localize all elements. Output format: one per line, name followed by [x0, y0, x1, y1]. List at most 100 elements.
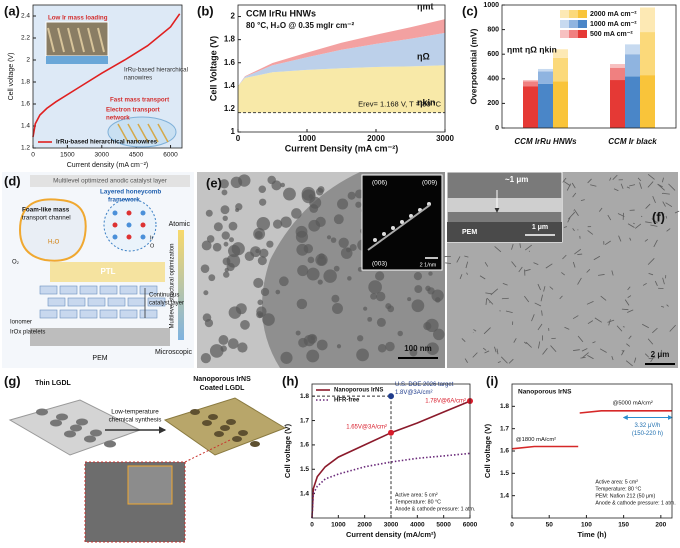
particle [355, 201, 362, 208]
panel-label: (f) [652, 209, 665, 224]
crack [525, 341, 532, 348]
diffraction-spot [391, 226, 395, 230]
panel-text: Layered honeycomb [100, 189, 161, 196]
annotation: Temperature: 80 °C [395, 499, 441, 505]
particle [200, 264, 210, 273]
coated-hole [190, 409, 200, 415]
crack [465, 261, 469, 269]
crack [628, 335, 632, 340]
y-tick-label: 1.6 [224, 58, 236, 67]
panel-text: Foam-like mass [22, 207, 70, 214]
particle [258, 185, 267, 194]
bar-segment [553, 49, 568, 58]
particle [295, 330, 301, 336]
annotation: Electron transport [106, 107, 160, 114]
y-tick-label: 800 [487, 26, 499, 33]
x-tick-label: 4000 [410, 522, 425, 529]
particle [257, 256, 267, 266]
iro-platelet [59, 285, 78, 295]
particle [306, 349, 320, 363]
crack [484, 262, 489, 267]
crack [577, 277, 582, 285]
inset-base [46, 56, 108, 64]
y-tick-label: 600 [487, 51, 499, 58]
legend-swatch [569, 10, 578, 18]
atom [140, 210, 146, 216]
nanowire [147, 123, 159, 143]
panel-d [2, 172, 194, 368]
particle [272, 219, 283, 229]
crack [568, 211, 576, 220]
annotation: (150-220 h) [632, 431, 663, 437]
atom [112, 234, 118, 240]
panel-text: Coated LGDL [200, 385, 245, 392]
particle [237, 342, 248, 353]
annotation: Active area: 5 cm² [595, 479, 638, 485]
coated-hole [226, 419, 236, 425]
crack [564, 326, 570, 330]
particle [228, 221, 238, 231]
crack [627, 295, 632, 298]
y-tick-label: 1000 [483, 2, 499, 9]
atom [126, 222, 132, 228]
crack [533, 262, 539, 265]
iro-platelet [99, 285, 118, 295]
annotation: Active area: 5 cm² [395, 492, 438, 498]
crack [642, 283, 647, 286]
particle [397, 330, 403, 337]
x-tick-label: 100 [581, 522, 592, 529]
particle [267, 175, 276, 185]
crack [618, 235, 622, 242]
x-tick-label: 50 [546, 522, 554, 529]
particle [218, 335, 229, 345]
y-axis-label: Cell voltage (V) [483, 423, 492, 478]
crack [647, 338, 654, 345]
iro-platelet [47, 297, 66, 307]
crack [586, 269, 591, 273]
crack [537, 283, 541, 291]
particle [279, 276, 289, 287]
crack [541, 310, 543, 316]
ptl-layer [50, 262, 165, 282]
bar-segment [523, 86, 538, 128]
particle [203, 290, 209, 296]
nanowire [157, 123, 169, 143]
panel-text: Continuous [149, 293, 179, 299]
particle [266, 240, 274, 248]
annotation: Temperature: 80 °C [595, 486, 641, 492]
crack [648, 357, 656, 359]
nanowire [47, 27, 55, 53]
crack [637, 177, 642, 182]
bar-segment [610, 67, 625, 81]
legend-swatch [578, 10, 587, 18]
crack [662, 201, 666, 207]
crack [647, 258, 655, 265]
crack [479, 275, 486, 280]
lgdl-hole [76, 418, 88, 426]
legend-label: Nanoporous IrNS [518, 389, 572, 396]
crack [461, 338, 466, 342]
crack [501, 297, 509, 300]
crack [635, 223, 642, 229]
panel-label: (i) [486, 373, 498, 388]
x-tick-label: 4500 [129, 152, 144, 159]
particle [375, 271, 385, 281]
crack [663, 193, 670, 195]
annotation: PEM: Nafion 212 (50 μm) [595, 493, 655, 499]
particle [296, 298, 308, 310]
particle [275, 289, 281, 295]
diffraction-spot [382, 232, 386, 236]
atom [140, 222, 146, 228]
y-tick-label: 0 [495, 125, 499, 132]
crack [513, 338, 517, 343]
nanowire [97, 27, 105, 53]
crack [620, 183, 624, 189]
y-axis-label: Cell Voltage (V) [208, 36, 218, 101]
crack [563, 181, 571, 187]
crack [594, 317, 602, 323]
highlight-point [388, 429, 394, 436]
crack [621, 350, 625, 352]
crack [647, 181, 654, 188]
coated-hole [250, 441, 260, 447]
crack [566, 183, 572, 191]
